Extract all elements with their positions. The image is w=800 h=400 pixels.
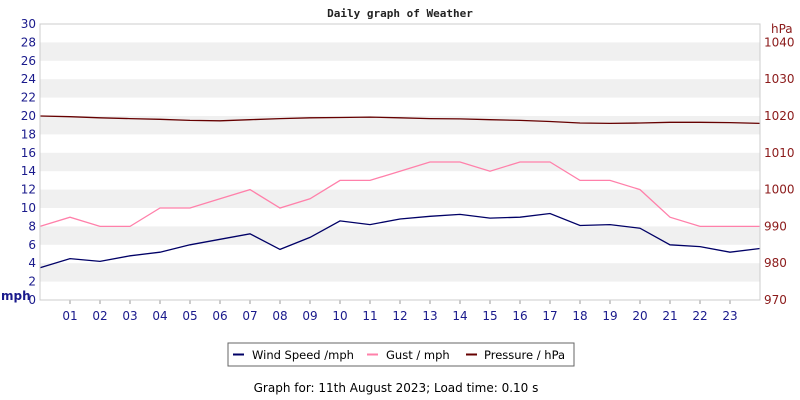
y-left-tick-label: 30 — [21, 17, 36, 31]
grid-band — [40, 42, 760, 61]
y-left-unit: mph — [1, 289, 31, 303]
x-tick-label: 11 — [362, 309, 377, 323]
footer-text: Graph for: 11th August 2023; Load time: … — [254, 381, 539, 395]
x-tick-label: 17 — [542, 309, 557, 323]
y-right-tick-label: 1000 — [764, 183, 795, 197]
x-tick-label: 10 — [332, 309, 347, 323]
series-group — [39, 115, 761, 269]
legend-label-gust: Gust / mph — [386, 348, 450, 362]
x-tick-label: 14 — [452, 309, 467, 323]
y-axis-right: 970 980 990 1000 1010 1020 1030 1040 — [764, 35, 795, 307]
y-left-tick-label: 16 — [21, 146, 36, 160]
y-right-tick-label: 1020 — [764, 109, 795, 123]
x-tick-label: 23 — [722, 309, 737, 323]
y-left-tick-label: 2 — [28, 275, 36, 289]
y-right-tick-label: 990 — [764, 219, 787, 233]
grid-band — [40, 189, 760, 208]
x-tick-label: 04 — [152, 309, 167, 323]
series-line-wind-speed — [39, 212, 761, 269]
series-line-pressure — [39, 115, 761, 125]
x-tick-label: 06 — [212, 309, 227, 323]
x-tick-label: 16 — [512, 309, 527, 323]
x-tick-label: 20 — [632, 309, 647, 323]
y-left-tick-label: 26 — [21, 54, 36, 68]
y-left-tick-label: 18 — [21, 127, 36, 141]
y-left-tick-label: 8 — [28, 219, 36, 233]
y-left-tick-label: 0 — [28, 293, 36, 307]
legend-label-wind: Wind Speed /mph — [252, 348, 354, 362]
x-tick-label: 21 — [662, 309, 677, 323]
plot-frame — [39, 23, 761, 301]
y-left-tick-label: 22 — [21, 91, 36, 105]
x-tick-label: 09 — [302, 309, 317, 323]
y-right-tick-label: 1040 — [764, 35, 795, 49]
x-axis: 01 02 03 04 05 06 07 08 09 10 11 12 13 14 15 16 17 18 19 20… — [62, 300, 738, 323]
grid-band — [40, 152, 760, 172]
x-tick-label: 19 — [602, 309, 617, 323]
series-line-gust — [39, 161, 760, 228]
y-left-tick-label: 28 — [21, 35, 36, 49]
legend: Wind Speed /mph Gust / mph Pressure / hP… — [227, 342, 575, 367]
y-left-tick-label: 20 — [21, 109, 36, 123]
x-tick-label: 12 — [392, 309, 407, 323]
y-left-tick-label: 6 — [28, 238, 36, 252]
grid-band — [40, 79, 760, 98]
y-left-tick-label: 24 — [21, 72, 36, 86]
y-right-tick-label: 1030 — [764, 72, 795, 86]
chart-title: Daily graph of Weather — [327, 7, 473, 20]
grid-band — [40, 226, 760, 245]
legend-box — [227, 342, 575, 367]
x-tick-label: 01 — [62, 309, 77, 323]
y-right-tick-label: 970 — [764, 293, 787, 307]
x-tick-label: 18 — [572, 309, 587, 323]
grid-band — [40, 263, 760, 282]
x-tick-label: 13 — [422, 309, 437, 323]
y-left-tick-label: 4 — [28, 256, 36, 270]
y-right-tick-label: 1010 — [764, 146, 795, 160]
x-tick-label: 05 — [182, 309, 197, 323]
y-right-tick-label: 980 — [764, 256, 787, 270]
y-left-tick-label: 14 — [21, 164, 36, 178]
x-tick-label: 08 — [272, 309, 287, 323]
x-tick-label: 03 — [122, 309, 137, 323]
grid-bands — [40, 42, 760, 282]
y-left-tick-label: 12 — [21, 183, 36, 197]
x-tick-label: 07 — [242, 309, 257, 323]
legend-label-pressure: Pressure / hPa — [484, 348, 565, 362]
x-tick-label: 15 — [482, 309, 497, 323]
y-right-unit: hPa — [771, 22, 793, 36]
y-left-tick-label: 10 — [21, 201, 36, 215]
x-tick-label: 02 — [92, 309, 107, 323]
x-tick-label: 22 — [692, 309, 707, 323]
